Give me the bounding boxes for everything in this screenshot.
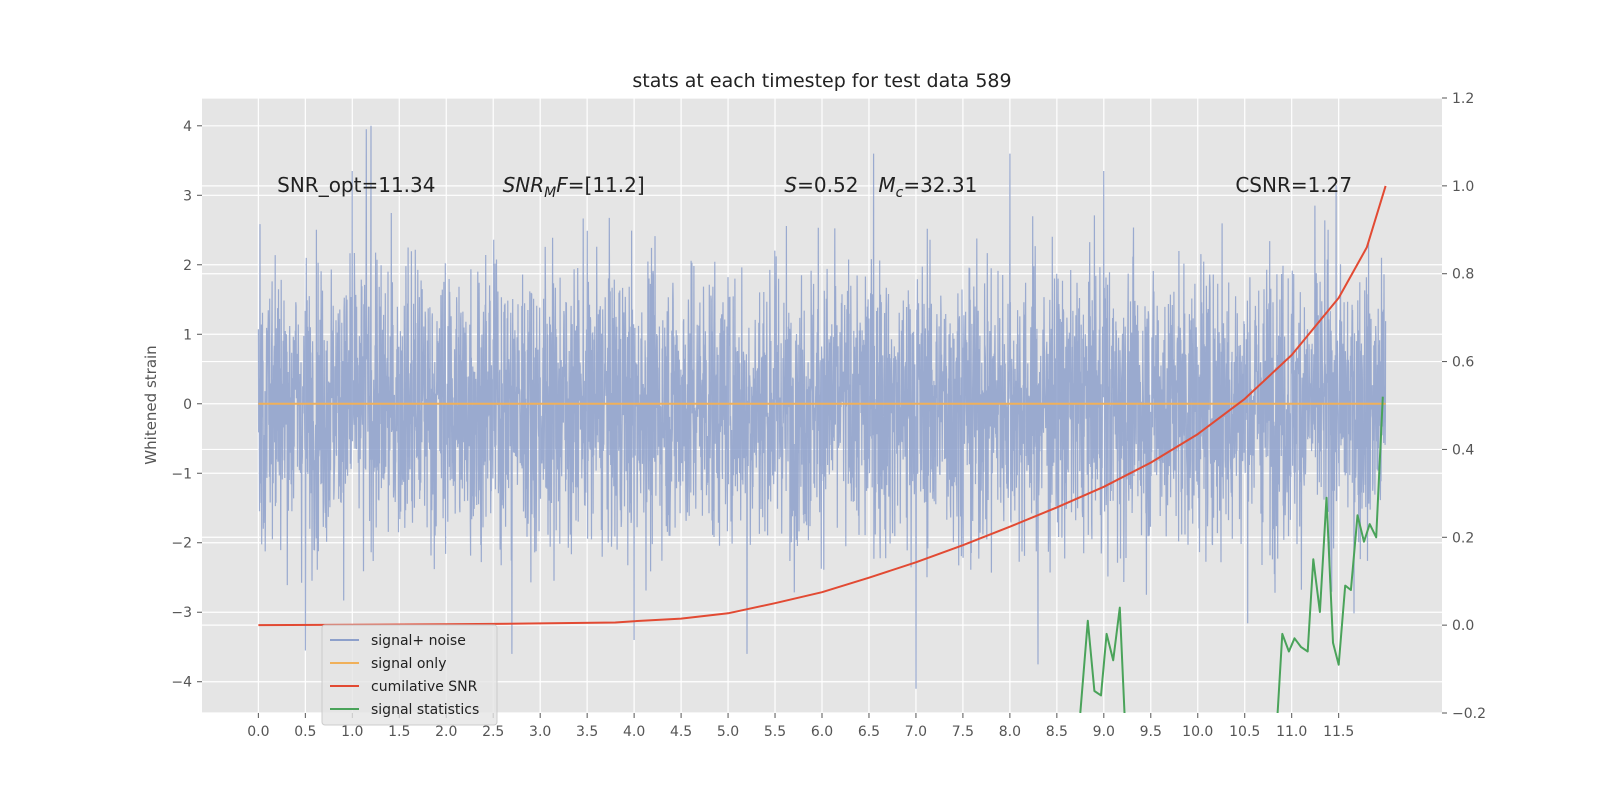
- annotation-part: =[11.2]: [568, 173, 645, 197]
- x-tick-label: 1.5: [388, 724, 410, 740]
- x-tick-label: 4.5: [670, 724, 692, 740]
- chart-title: stats at each timestep for test data 589: [632, 70, 1011, 92]
- annotation-text: Mc=32.31: [878, 173, 977, 201]
- y-axis-right: −0.2 0.0 0.2 0.4 0.6 0.8 1.0 1.2: [1442, 91, 1486, 722]
- x-tick-label: 5.5: [764, 724, 786, 740]
- annotation-part: F: [556, 173, 568, 197]
- y2-tick-label: −0.2: [1452, 706, 1486, 722]
- x-tick-label: 4.0: [623, 724, 645, 740]
- legend-label: cumilative SNR: [371, 679, 478, 695]
- y-tick-label: −3: [171, 605, 192, 621]
- annotation-text: SNR_opt=11.34: [277, 173, 435, 197]
- y-axis-left: −4 −3 −2 −1 0 1 2 3 4: [171, 119, 202, 691]
- x-tick-label: 3.0: [529, 724, 551, 740]
- series-signal-noise: [257, 125, 1387, 689]
- x-tick-label: 8.0: [999, 724, 1021, 740]
- x-tick-label: 11.0: [1276, 724, 1307, 740]
- x-tick-label: 6.5: [858, 724, 880, 740]
- x-tick-label: 2.5: [482, 724, 504, 740]
- annotation-part: CSNR=1.27: [1235, 173, 1352, 197]
- annotation-part: =0.52: [797, 173, 858, 197]
- x-tick-label: 2.0: [435, 724, 457, 740]
- x-axis: 0.0 0.5 1.0 1.5 2.0 2.5 3.0 3.5 4.0 4.5 5.0 5.5 6.0 6…: [247, 713, 1354, 740]
- annotation-part: SNR: [503, 173, 545, 197]
- series-signal-statistics: [1079, 606, 1126, 713]
- annotation-part: =32.31: [903, 173, 977, 197]
- x-tick-label: 0.5: [294, 724, 316, 740]
- x-tick-label: 0.0: [247, 724, 269, 740]
- x-tick-label: 3.5: [576, 724, 598, 740]
- x-tick-label: 8.5: [1046, 724, 1068, 740]
- y2-tick-label: 0.6: [1452, 355, 1474, 371]
- series-layer: [257, 125, 1387, 713]
- y-axis-label: Whitened strain: [142, 345, 160, 464]
- x-tick-label: 5.0: [717, 724, 739, 740]
- annotation-text: SNRMF=[11.2]: [503, 173, 645, 201]
- legend-label: signal+ noise: [371, 633, 466, 649]
- legend-label: signal only: [371, 656, 446, 672]
- x-tick-label: 1.0: [341, 724, 363, 740]
- x-tick-label: 7.0: [905, 724, 927, 740]
- annotation-text: CSNR=1.27: [1235, 173, 1352, 197]
- x-tick-label: 11.5: [1323, 724, 1354, 740]
- y2-tick-label: 0.2: [1452, 530, 1474, 546]
- y2-tick-label: 0.0: [1452, 618, 1474, 634]
- y-tick-label: −2: [171, 536, 192, 552]
- annotations: SNR_opt=11.34 SNRMF=[11.2] S=0.52 Mc=32.31 C…: [277, 173, 1352, 201]
- y-tick-label: 2: [183, 258, 192, 274]
- annotation-text: S=0.52: [784, 173, 858, 197]
- legend-box: [321, 624, 498, 726]
- series-cumilative-snr: [258, 185, 1387, 627]
- y-tick-label: 3: [183, 188, 192, 204]
- y2-tick-label: 1.0: [1452, 179, 1474, 195]
- y-tick-label: 1: [183, 327, 192, 343]
- x-tick-label: 6.0: [811, 724, 833, 740]
- y-tick-label: −4: [171, 675, 192, 691]
- series-signal-statistics-part2: [1276, 396, 1384, 713]
- annotation-part: S: [784, 173, 797, 197]
- annotation-part: M: [878, 173, 895, 197]
- y2-tick-label: 1.2: [1452, 91, 1474, 107]
- annotation-part: M: [544, 185, 556, 201]
- x-tick-label: 9.0: [1093, 724, 1115, 740]
- y-tick-label: −1: [171, 466, 192, 482]
- y-tick-label: 4: [183, 119, 192, 135]
- y-tick-label: 0: [183, 397, 192, 413]
- y2-tick-label: 0.4: [1452, 442, 1474, 458]
- x-tick-label: 10.0: [1182, 724, 1213, 740]
- y2-tick-label: 0.8: [1452, 267, 1474, 283]
- x-tick-label: 10.5: [1229, 724, 1260, 740]
- x-tick-label: 9.5: [1140, 724, 1162, 740]
- legend: signal+ noise signal only cumilative SNR si…: [321, 624, 498, 726]
- annotation-part: c: [896, 185, 904, 201]
- x-tick-label: 7.5: [952, 724, 974, 740]
- annotation-part: SNR_opt=11.34: [277, 173, 435, 197]
- legend-label: signal statistics: [371, 702, 479, 718]
